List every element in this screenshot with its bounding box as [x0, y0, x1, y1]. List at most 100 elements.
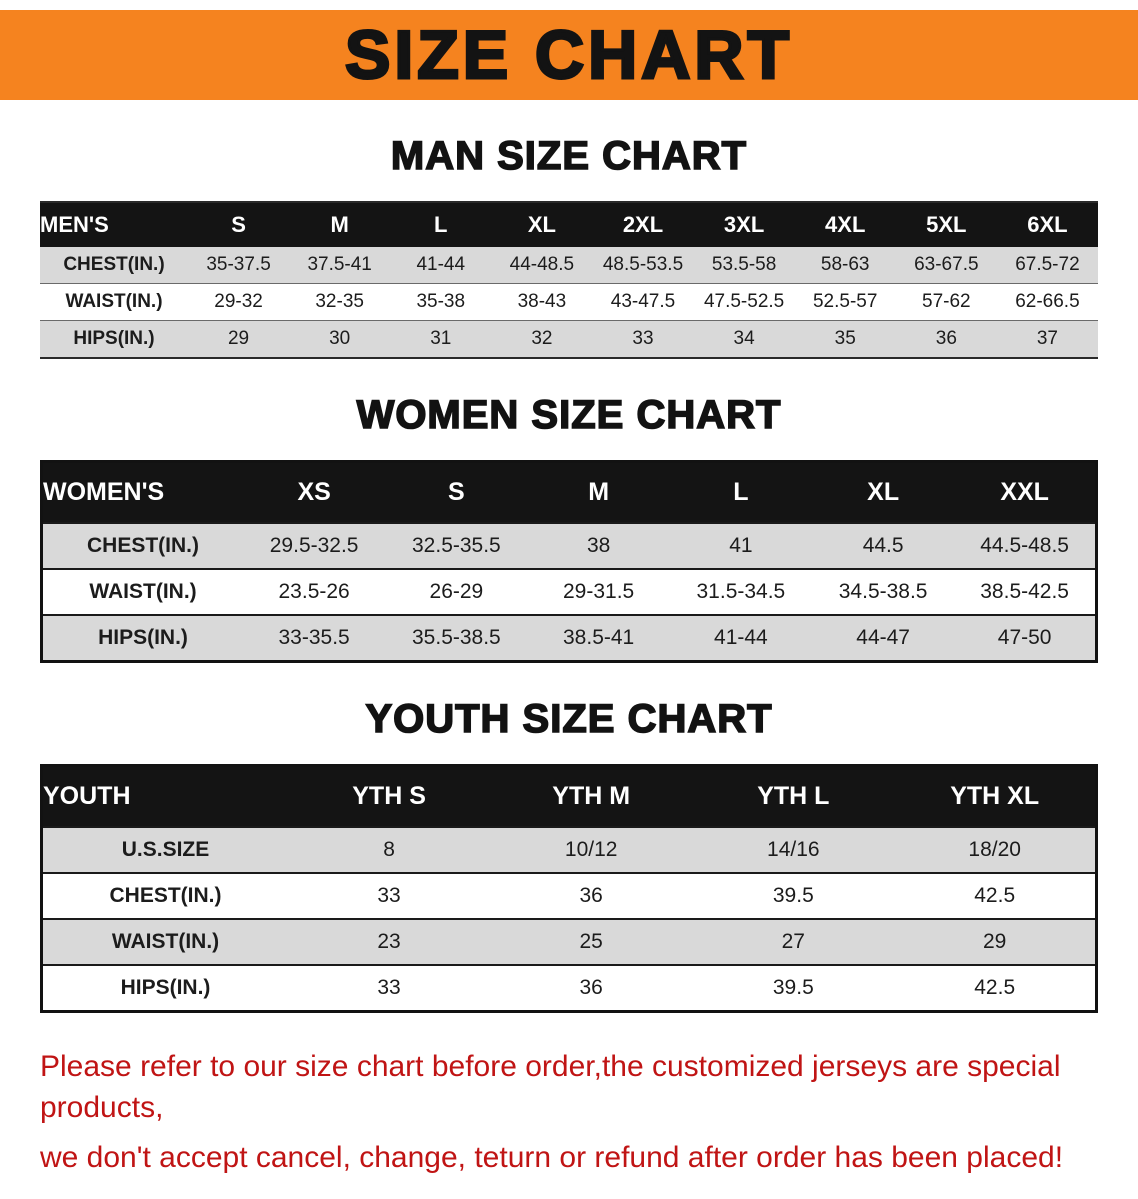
- table-title-cell: YOUTH: [41, 765, 288, 827]
- men-section-heading: MAN SIZE CHART: [390, 133, 748, 179]
- column-header: YTH L: [692, 765, 895, 827]
- disclaimer-line-1: Please refer to our size chart before or…: [40, 1050, 1061, 1124]
- table-row: CHEST(IN.) 29.5-32.5 32.5-35.5 38 41 44.5 44.5…: [41, 522, 1097, 569]
- size-table: YOUTH YTH S YTH M YTH L YTH XL U.S.SIZE 8 10/12…: [40, 764, 1098, 1013]
- size-value-cell: 34.5-38.5: [812, 568, 955, 615]
- size-value-cell: 39.5: [692, 964, 895, 1012]
- column-header: M: [289, 202, 391, 247]
- size-value-cell: 38: [527, 522, 670, 569]
- size-value-cell: 33: [288, 872, 491, 919]
- row-label: WAIST(IN.): [40, 283, 188, 321]
- table-header-row: MEN'S S M L XL 2XL 3XL 4XL 5XL 6XL: [40, 202, 1098, 247]
- table-row: CHEST(IN.) 35-37.5 37.5-41 41-44 44-48.5 48.5…: [40, 247, 1098, 284]
- column-header: L: [669, 461, 812, 523]
- row-label: WAIST(IN.): [41, 918, 288, 965]
- table-row: WAIST(IN.) 29-32 32-35 35-38 38-43 43-47.5 47.…: [40, 283, 1098, 321]
- size-value-cell: 44-48.5: [491, 247, 593, 284]
- size-value-cell: 52.5-57: [794, 283, 896, 321]
- size-value-cell: 29-31.5: [527, 568, 670, 615]
- women-size-table: WOMEN'S XS S M L XL XXL CHEST(IN.) 29.5-32.5 32.5…: [0, 460, 1138, 663]
- column-header: XXL: [954, 461, 1097, 523]
- size-value-cell: 35.5-38.5: [385, 614, 528, 662]
- table-title-cell: MEN'S: [40, 202, 188, 247]
- size-value-cell: 38.5-41: [527, 614, 670, 662]
- size-value-cell: 41: [669, 522, 812, 569]
- size-value-cell: 48.5-53.5: [592, 247, 694, 284]
- row-label: WAIST(IN.): [41, 568, 243, 615]
- table-header-row: WOMEN'S XS S M L XL XXL: [41, 461, 1097, 523]
- size-value-cell: 26-29: [385, 568, 528, 615]
- size-value-cell: 34: [693, 320, 795, 359]
- size-value-cell: 29: [188, 320, 290, 359]
- column-header: XS: [243, 461, 386, 523]
- size-value-cell: 57-62: [895, 283, 997, 321]
- disclaimer-line-2: we don't accept cancel, change, teturn o…: [40, 1141, 1064, 1174]
- size-value-cell: 44-47: [812, 614, 955, 662]
- row-label: CHEST(IN.): [41, 522, 243, 569]
- column-header: XL: [491, 202, 593, 247]
- size-value-cell: 31.5-34.5: [669, 568, 812, 615]
- size-value-cell: 41-44: [669, 614, 812, 662]
- size-value-cell: 44.5-48.5: [954, 522, 1097, 569]
- table-row: WAIST(IN.) 23 25 27 29: [41, 918, 1097, 965]
- size-value-cell: 41-44: [390, 247, 492, 284]
- banner: SIZE CHART: [0, 10, 1138, 100]
- size-value-cell: 23.5-26: [243, 568, 386, 615]
- table-header-row: YOUTH YTH S YTH M YTH L YTH XL: [41, 765, 1097, 827]
- size-value-cell: 38.5-42.5: [954, 568, 1097, 615]
- size-value-cell: 36: [895, 320, 997, 359]
- size-value-cell: 32-35: [289, 283, 391, 321]
- size-value-cell: 38-43: [491, 283, 593, 321]
- size-value-cell: 8: [288, 826, 491, 873]
- row-label: U.S.SIZE: [41, 826, 288, 873]
- table-title-cell: WOMEN'S: [41, 461, 243, 523]
- column-header: 3XL: [693, 202, 795, 247]
- size-value-cell: 42.5: [894, 872, 1097, 919]
- size-value-cell: 18/20: [894, 826, 1097, 873]
- size-value-cell: 37.5-41: [289, 247, 391, 284]
- column-header: YTH S: [288, 765, 491, 827]
- column-header: 2XL: [592, 202, 694, 247]
- size-value-cell: 36: [490, 964, 693, 1012]
- table-row: HIPS(IN.) 29 30 31 32 33 34 35 36 37: [40, 320, 1098, 359]
- men-size-table: MEN'S S M L XL 2XL 3XL 4XL 5XL 6XL CHEST(IN.) 35-37…: [0, 201, 1138, 359]
- column-header: YTH M: [490, 765, 693, 827]
- size-value-cell: 42.5: [894, 964, 1097, 1012]
- size-value-cell: 44.5: [812, 522, 955, 569]
- size-value-cell: 32.5-35.5: [385, 522, 528, 569]
- size-value-cell: 67.5-72: [996, 247, 1098, 284]
- size-value-cell: 47.5-52.5: [693, 283, 795, 321]
- size-value-cell: 31: [390, 320, 492, 359]
- size-value-cell: 43-47.5: [592, 283, 694, 321]
- table-row: HIPS(IN.) 33 36 39.5 42.5: [41, 964, 1097, 1012]
- size-value-cell: 25: [490, 918, 693, 965]
- youth-section-heading: YOUTH SIZE CHART: [365, 696, 773, 742]
- size-value-cell: 33-35.5: [243, 614, 386, 662]
- column-header: S: [385, 461, 528, 523]
- size-value-cell: 32: [491, 320, 593, 359]
- size-value-cell: 62-66.5: [996, 283, 1098, 321]
- size-value-cell: 47-50: [954, 614, 1097, 662]
- size-table: WOMEN'S XS S M L XL XXL CHEST(IN.) 29.5-32.5 32.5…: [40, 460, 1098, 663]
- row-label: HIPS(IN.): [40, 320, 188, 359]
- size-value-cell: 10/12: [490, 826, 693, 873]
- section-women: WOMEN SIZE CHART WOMEN'S XS S M L XL XXL CHEST(…: [0, 392, 1138, 663]
- size-value-cell: 29-32: [188, 283, 290, 321]
- row-label: CHEST(IN.): [40, 247, 188, 284]
- section-youth: YOUTH SIZE CHART YOUTH YTH S YTH M YTH L YTH…: [0, 696, 1138, 1013]
- size-value-cell: 39.5: [692, 872, 895, 919]
- column-header: L: [390, 202, 492, 247]
- size-table: MEN'S S M L XL 2XL 3XL 4XL 5XL 6XL CHEST(IN.) 35-37…: [40, 201, 1098, 359]
- column-header: 4XL: [794, 202, 896, 247]
- size-value-cell: 29.5-32.5: [243, 522, 386, 569]
- column-header: YTH XL: [894, 765, 1097, 827]
- size-value-cell: 33: [288, 964, 491, 1012]
- column-header: 6XL: [996, 202, 1098, 247]
- row-label: HIPS(IN.): [41, 614, 243, 662]
- size-value-cell: 37: [996, 320, 1098, 359]
- row-label: CHEST(IN.): [41, 872, 288, 919]
- disclaimer: Please refer to our size chart before or…: [40, 1047, 1138, 1179]
- column-header: 5XL: [895, 202, 997, 247]
- column-header: XL: [812, 461, 955, 523]
